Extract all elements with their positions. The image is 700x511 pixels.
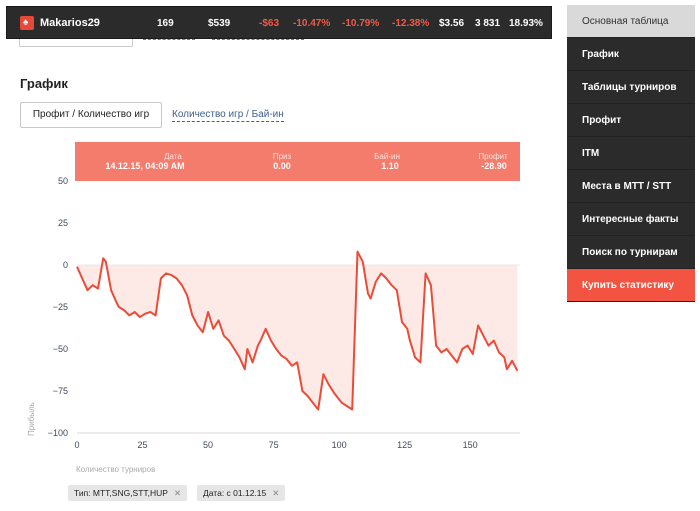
- x-tick-label: 125: [397, 440, 412, 450]
- y-tick-label: −25: [53, 302, 68, 312]
- close-icon[interactable]: ✕: [173, 488, 182, 498]
- stat-total-roi: -12.38%: [392, 18, 430, 29]
- nav-itm[interactable]: ITM: [567, 137, 695, 170]
- stat-profit: -$63: [259, 18, 280, 29]
- x-tick-label: 0: [74, 440, 79, 450]
- hidden-select-box: [19, 33, 133, 47]
- x-tick-label: 150: [463, 440, 478, 450]
- toggle-profit-games[interactable]: Профит / Количество игр: [20, 102, 162, 128]
- filter-chip-date[interactable]: Дата: с 01.12.15 ✕: [197, 485, 286, 501]
- stat-buyins: $539: [208, 18, 231, 29]
- stat-tournaments: 169: [157, 18, 174, 29]
- hidden-link-1: [143, 39, 195, 40]
- nav-interesting-facts[interactable]: Интересные факты: [567, 203, 695, 236]
- chart-y-axis-label: Прибыль: [27, 402, 36, 436]
- stat-avg-roi: -10.79%: [342, 18, 380, 29]
- tooltip-buyin-label: Бай-ин: [374, 152, 400, 161]
- tooltip-profit-label: Профит: [478, 152, 508, 161]
- section-title: График: [20, 76, 68, 91]
- player-stats-bar: Makarios29 169 $539 -$63 -10.47% -10.79%…: [6, 6, 552, 39]
- tooltip-prize-value: 0.00: [273, 161, 291, 171]
- stat-ability: 3 831: [475, 18, 501, 29]
- stat-avg-buyin: $3.56: [439, 18, 465, 29]
- chart-y-ticks: 50 25 0 −25 −50 −75 −100: [48, 176, 68, 438]
- chart-series-line: [76, 250, 519, 411]
- x-tick-label: 25: [138, 440, 148, 450]
- toggle-games-buyin-link[interactable]: Количество игр / Бай-ин: [172, 109, 284, 122]
- nav-places-mtt-stt[interactable]: Места в MTT / STT: [567, 170, 695, 203]
- x-tick-label: 75: [269, 440, 279, 450]
- chart-tooltip-band: [75, 142, 520, 181]
- hidden-link-2: [212, 39, 304, 40]
- chart-area-fill: [77, 251, 520, 410]
- spade-icon: [20, 15, 34, 30]
- nav-graph[interactable]: График: [567, 38, 695, 71]
- y-tick-label: 0: [63, 260, 68, 270]
- y-tick-label: −50: [53, 344, 68, 354]
- y-tick-label: 50: [58, 176, 68, 186]
- y-tick-label: −75: [53, 386, 68, 396]
- buy-stats-button[interactable]: Купить статистику: [567, 269, 695, 302]
- x-tick-label: 100: [332, 440, 347, 450]
- tooltip-buyin-value: 1.10: [381, 161, 399, 171]
- close-icon[interactable]: ✕: [272, 488, 280, 498]
- y-tick-label: 25: [58, 218, 68, 228]
- tooltip-prize-label: Приз: [273, 152, 292, 161]
- x-tick-label: 50: [203, 440, 213, 450]
- filter-chip-type-label: Тип: MTT,SNG,STT,HUP: [74, 488, 168, 498]
- chart-x-ticks: 0 25 50 75 100 125 150: [74, 440, 477, 450]
- nav-tournament-search[interactable]: Поиск по турнирам: [567, 236, 695, 269]
- nav-main-table[interactable]: Основная таблица: [567, 5, 695, 38]
- player-info[interactable]: Makarios29: [7, 15, 142, 30]
- tooltip-profit-value: -28.90: [481, 161, 507, 171]
- filter-chip-type[interactable]: Тип: MTT,SNG,STT,HUP ✕: [68, 485, 188, 501]
- chart-x-axis-label: Количество турниров: [76, 465, 155, 474]
- tooltip-date-value: 14.12.15, 04:09 AM: [105, 161, 184, 171]
- filter-chip-date-label: Дата: с 01.12.15: [203, 488, 267, 498]
- nav-tournament-tables[interactable]: Таблицы турниров: [567, 71, 695, 104]
- y-tick-label: −100: [48, 428, 68, 438]
- player-name: Makarios29: [40, 16, 100, 29]
- stat-roi: -10.47%: [293, 18, 331, 29]
- tooltip-date-label: Дата: [164, 152, 182, 161]
- stat-itm: 18.93%: [509, 18, 543, 29]
- sidebar-nav: Основная таблица График Таблицы турниров…: [567, 5, 695, 302]
- nav-profit[interactable]: Профит: [567, 104, 695, 137]
